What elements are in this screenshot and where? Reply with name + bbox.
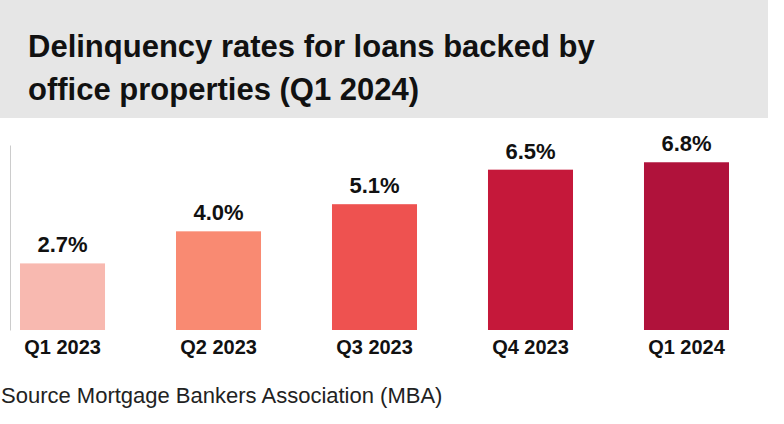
bar [644, 162, 729, 330]
data-label: 6.5% [505, 139, 555, 164]
title: office properties (Q1 2024) [28, 72, 419, 107]
x-tick: Q1 2023 [24, 330, 101, 358]
x-tick-label: Q4 2023 [492, 336, 569, 358]
bars [20, 162, 729, 330]
x-tick: Q1 2024 [648, 330, 726, 358]
bar [488, 170, 573, 330]
chart: Delinquency rates for loans backed by off… [0, 0, 784, 424]
data-label: 2.7% [37, 232, 87, 257]
x-tick-label: Q1 2023 [24, 336, 101, 358]
data-label: 5.1% [349, 173, 399, 198]
x-tick-label: Q2 2023 [180, 336, 257, 358]
bar [332, 204, 417, 330]
data-label: 6.8% [661, 131, 711, 156]
x-tick: Q3 2023 [336, 330, 413, 358]
data-label: 4.0% [193, 200, 243, 225]
x-tick-label: Q3 2023 [336, 336, 413, 358]
x-tick: Q2 2023 [180, 330, 257, 358]
y-axis [10, 146, 11, 331]
x-tick: Q4 2023 [492, 330, 569, 358]
bar [20, 263, 105, 330]
title: Delinquency rates for loans backed by [28, 29, 596, 64]
source: Source Mortgage Bankers Association (MBA… [1, 383, 442, 408]
bar [176, 231, 261, 330]
data-labels: 2.7% 4.0% 5.1% 6.5% 6.8% [37, 131, 711, 257]
x-tick-label: Q1 2024 [648, 336, 726, 358]
title-box [0, 0, 768, 118]
x-axis: Q1 2023 Q2 2023 Q3 2023 Q4 2023 Q1 2024 [24, 330, 726, 358]
y-axis-line [10, 146, 11, 331]
